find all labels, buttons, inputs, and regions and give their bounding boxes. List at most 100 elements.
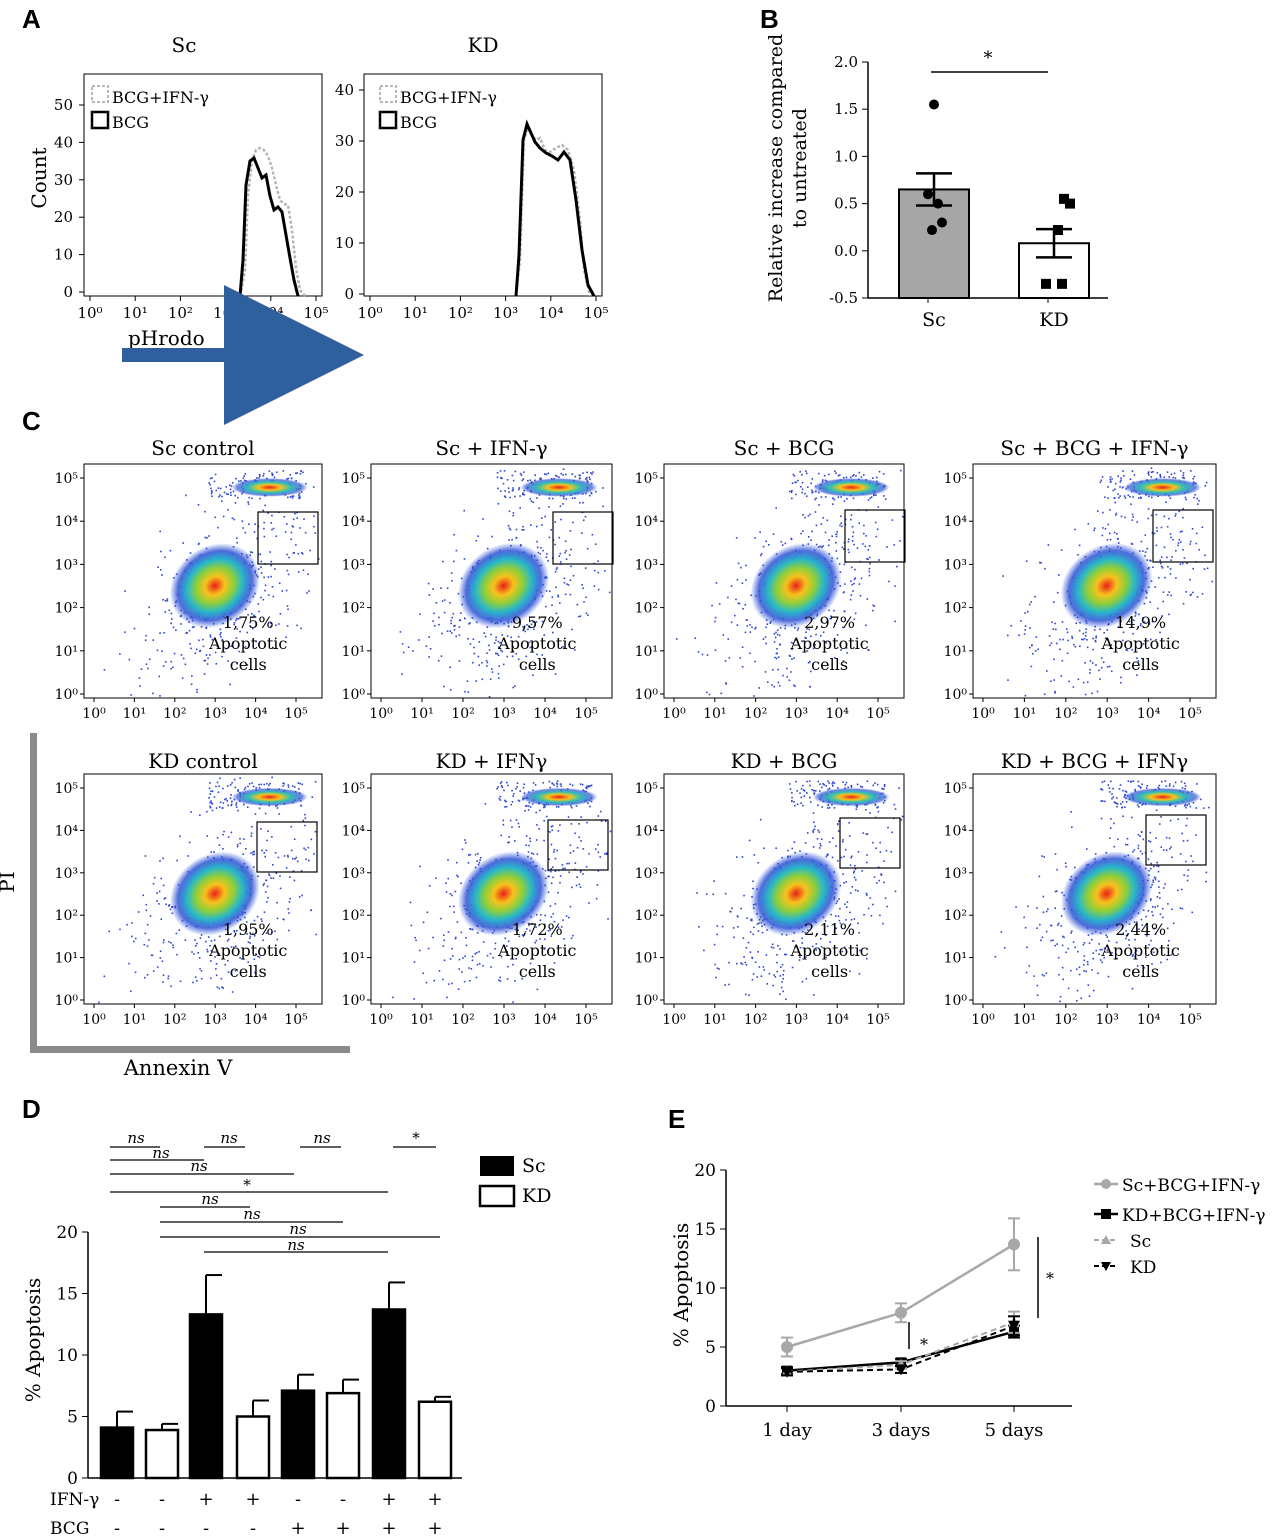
panel-c-dot	[850, 514, 853, 516]
panel-c-dot	[227, 971, 230, 974]
panel-c-dot	[476, 932, 479, 934]
panel-c-dot	[1077, 950, 1079, 953]
panel-c-dot	[846, 498, 848, 500]
panel-c-dot	[802, 804, 804, 807]
panel-c-dot	[1169, 573, 1172, 575]
panel-c-dot	[1092, 952, 1095, 954]
panel-c-dot	[1155, 809, 1158, 811]
panel-c-dot	[789, 788, 792, 790]
panel-c-dot	[1114, 488, 1116, 491]
panel-c-dot	[1039, 561, 1041, 564]
panel-c-dot	[1050, 939, 1053, 942]
panel-c-dot	[1024, 612, 1026, 614]
panel-c-dot	[1184, 785, 1187, 787]
panel-c-dot	[283, 783, 286, 785]
panel-c-dot	[813, 994, 815, 996]
panel-c-dot	[449, 893, 452, 895]
panel-c-dot	[592, 471, 594, 473]
panel-c-dot	[246, 664, 249, 666]
panel-c-dot	[778, 685, 781, 687]
panel-c-dot	[1101, 476, 1104, 478]
panel-c-dot	[1147, 858, 1150, 860]
panel-c-dot	[1166, 594, 1169, 596]
panel-c-dot	[1121, 806, 1123, 809]
panel-c-dot	[219, 777, 221, 780]
panel-c-dot	[765, 954, 768, 956]
panel-c-dot	[1113, 801, 1116, 803]
panel-c-dot	[222, 802, 225, 804]
panel-c-density	[750, 543, 842, 629]
panel-c-dot	[1153, 532, 1156, 535]
panel-c-xtick-label: 10³	[203, 706, 226, 722]
panel-d-row2-sign: -	[114, 1518, 120, 1539]
panel-c-dot	[161, 960, 164, 963]
panel-c-dot	[128, 658, 131, 661]
panel-c-dot	[741, 856, 744, 858]
panel-c-dot	[108, 930, 111, 933]
panel-c-dot	[550, 843, 553, 846]
panel-c-dot	[780, 540, 783, 543]
panel-c-dot	[1191, 528, 1194, 530]
panel-c-dot	[540, 477, 542, 480]
panel-c-dot	[1095, 635, 1098, 638]
panel-c-dot	[1156, 472, 1159, 474]
panel-c-dot	[754, 537, 756, 539]
panel-c-dot	[287, 786, 290, 788]
panel-c-dot	[1117, 493, 1119, 496]
panel-c-dot	[604, 853, 606, 855]
panel-c-dot	[1177, 818, 1179, 820]
panel-c-dot	[544, 806, 546, 808]
panel-c-dot	[235, 477, 237, 480]
panel-c-dot	[533, 628, 535, 631]
panel-c-dot	[758, 966, 761, 968]
panel-c-dot	[1150, 898, 1152, 900]
panel-c-dot	[291, 495, 293, 498]
panel-c-dot	[266, 885, 269, 888]
panel-c-dot	[875, 535, 878, 538]
panel-c-dot	[194, 652, 197, 655]
panel-c-dot	[748, 839, 751, 842]
panel-c-dot	[1084, 631, 1087, 634]
panel-d-legend-kd: KD	[522, 1185, 551, 1207]
panel-c-dot	[297, 552, 300, 555]
panel-c-dot	[253, 614, 255, 617]
panel-c-ytick-label: 10⁵	[55, 781, 79, 797]
panel-c-dot	[1170, 953, 1173, 956]
panel-c-dot	[528, 667, 531, 670]
panel-c-dot	[1056, 943, 1058, 945]
panel-c-dot	[746, 917, 748, 920]
panel-c-dot	[1028, 646, 1031, 649]
panel-c-dot	[828, 841, 831, 843]
panel-c-dot	[801, 491, 803, 494]
panel-c-dot	[236, 541, 238, 544]
panel-c-dot	[235, 537, 238, 539]
panel-c-dot	[244, 786, 247, 789]
panel-c-dot	[227, 493, 229, 496]
panel-c-dot	[1144, 534, 1147, 536]
panel-c-dot	[210, 977, 212, 980]
panel-c-dot	[433, 612, 435, 615]
panel-c-dot	[276, 807, 279, 809]
panel-c-dot	[542, 806, 545, 809]
panel-c-dot	[524, 630, 527, 633]
panel-c-dot	[146, 923, 149, 926]
panel-c-dot	[1151, 532, 1154, 534]
panel-c-dot	[493, 642, 496, 644]
panel-d-ylabel: % Apoptosis	[21, 1278, 45, 1402]
panel-c-dot	[469, 979, 471, 982]
panel-c-dot	[506, 655, 509, 658]
panel-c-dot	[873, 605, 876, 607]
panel-c-dot	[260, 596, 262, 599]
panel-c-dot	[499, 641, 501, 644]
panel-c-dot	[1145, 787, 1148, 789]
panel-c-dot	[498, 665, 500, 667]
panel-c-dot	[551, 631, 554, 634]
panel-c-dot	[1158, 886, 1160, 888]
panel-c-dot	[432, 588, 434, 590]
panel-c-dot	[500, 476, 503, 479]
panel-c-dot	[503, 789, 505, 792]
panel-c-xtick-label: 10³	[203, 1012, 226, 1028]
panel-c-ytick-label: 10³	[342, 557, 365, 573]
panel-c-dot	[247, 785, 249, 788]
panel-c-dot	[596, 884, 599, 886]
